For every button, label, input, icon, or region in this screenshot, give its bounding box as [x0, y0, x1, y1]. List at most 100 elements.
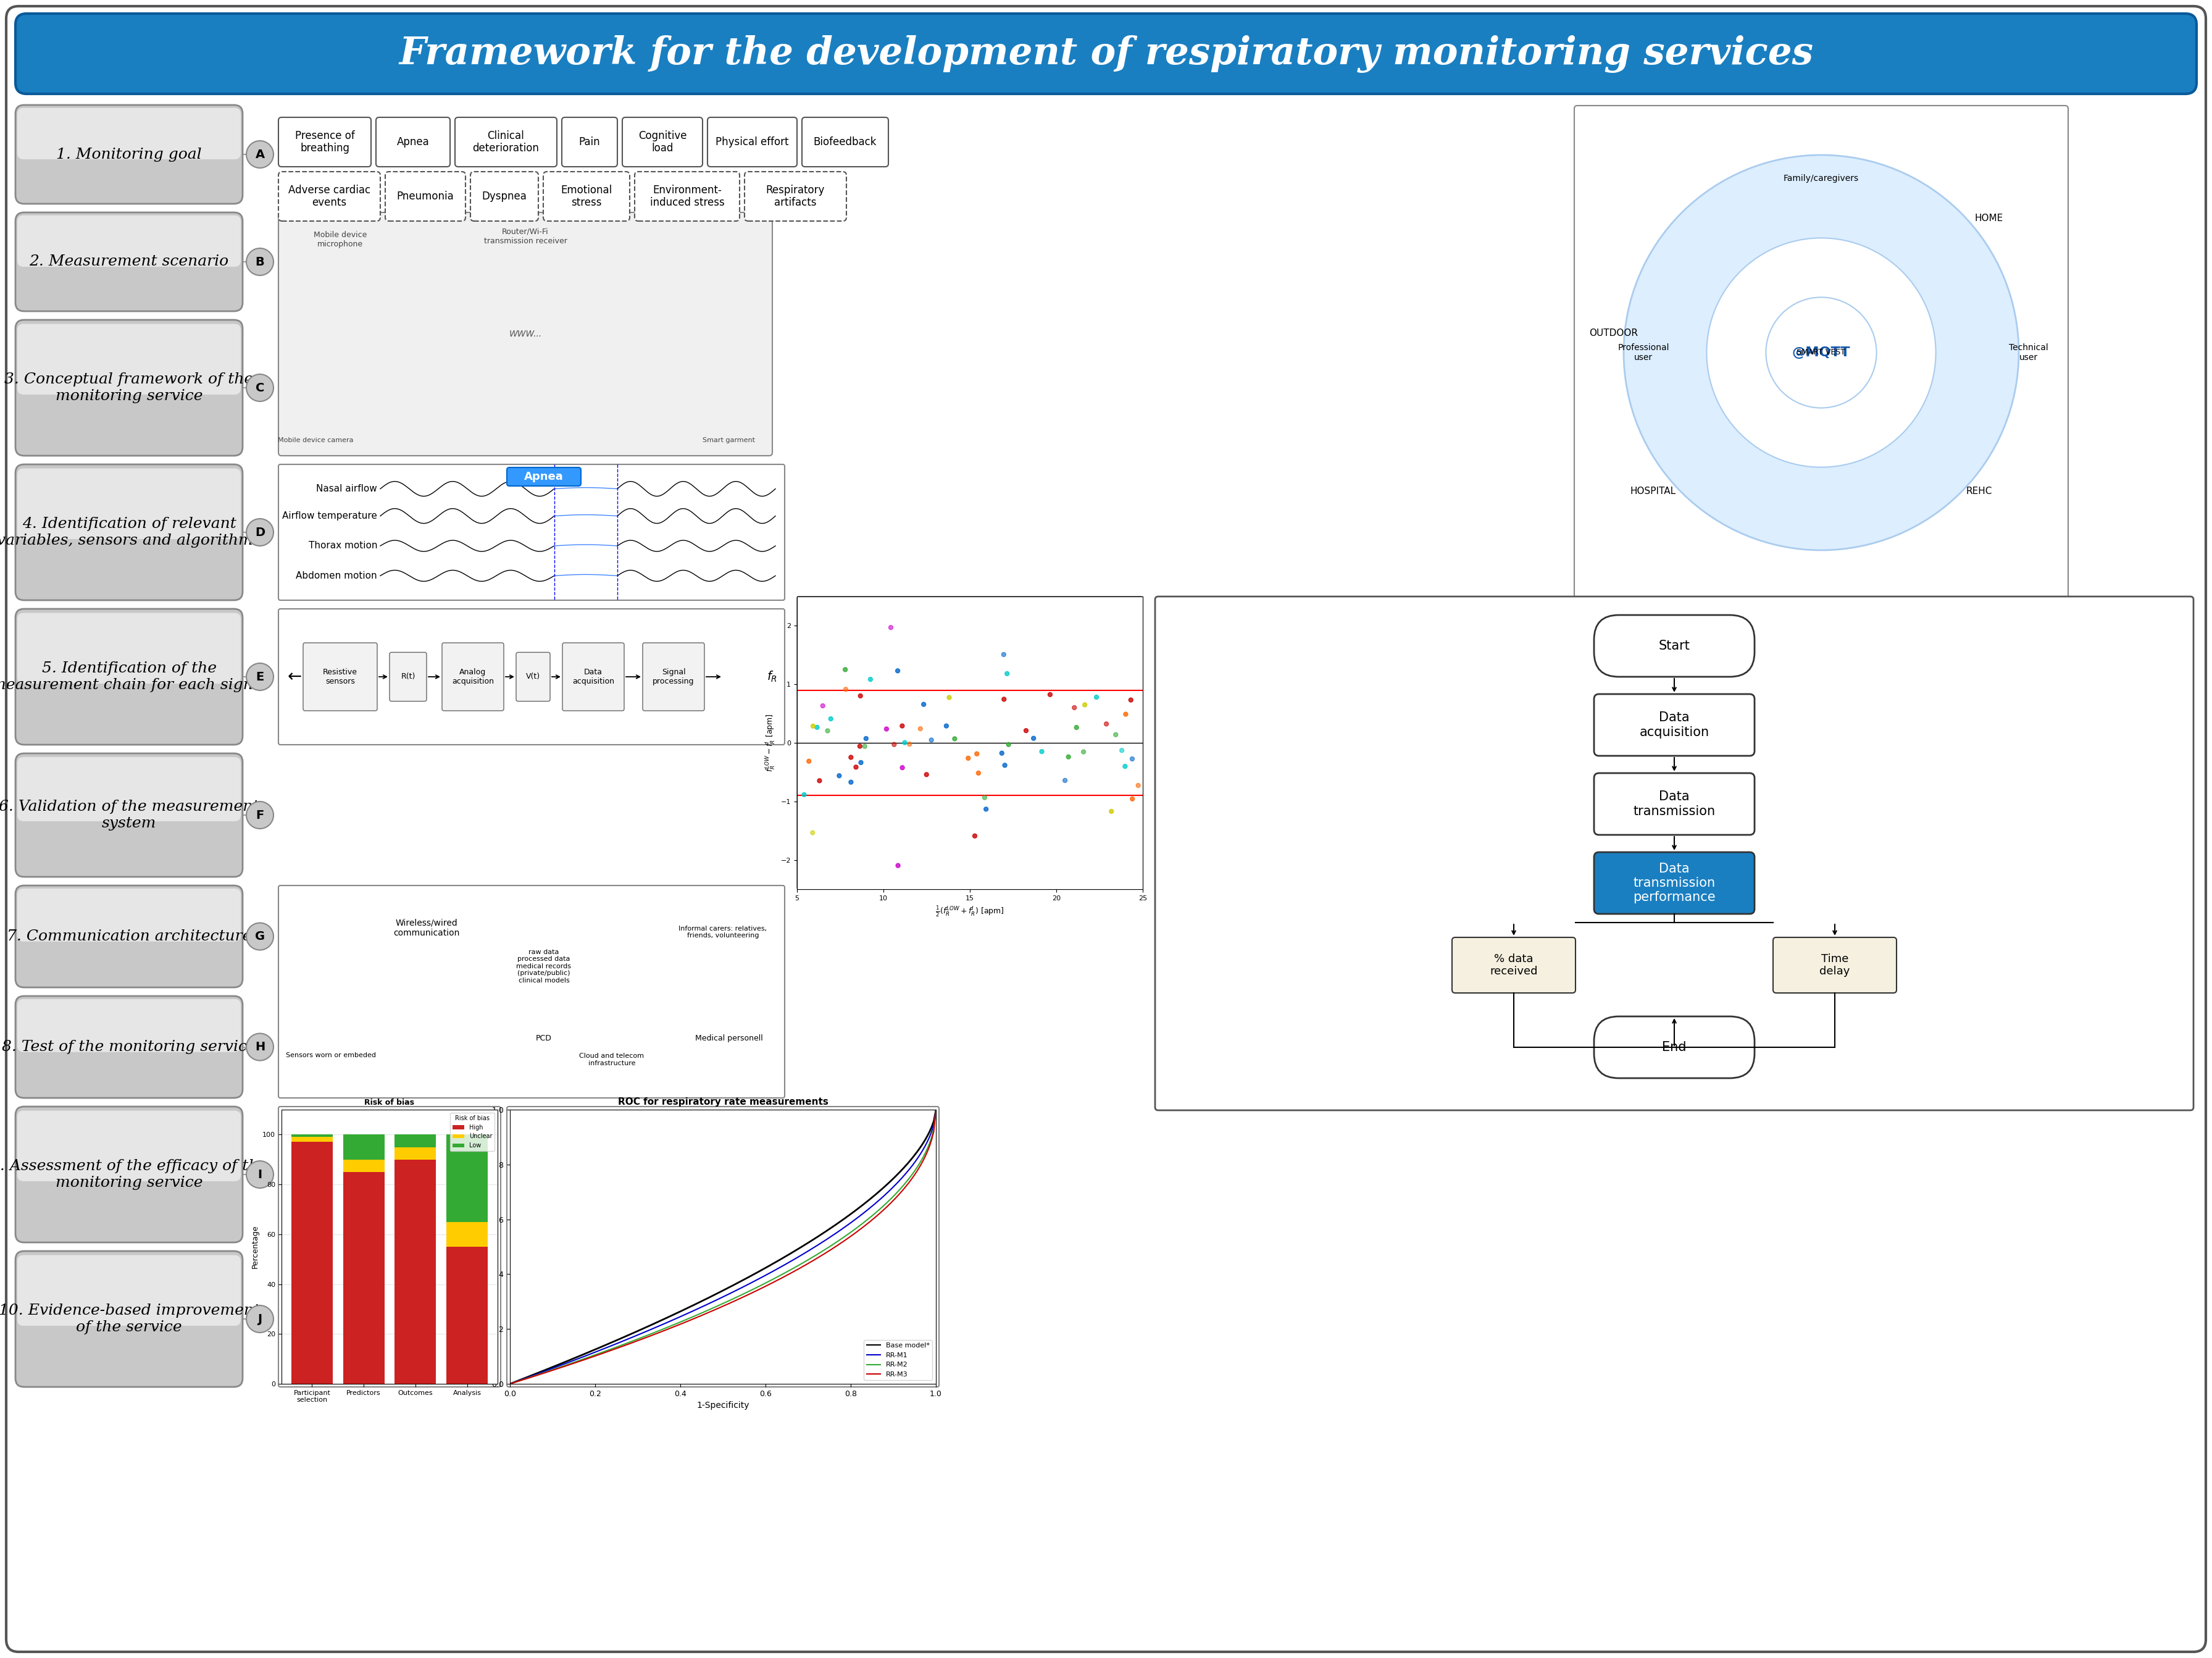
Point — [989, 660, 1024, 686]
Text: G: G — [254, 930, 265, 942]
FancyBboxPatch shape — [15, 104, 243, 204]
Text: Analog
acquisition: Analog acquisition — [451, 668, 493, 685]
RR-M3 — [922, 1099, 949, 1119]
Text: B: B — [254, 255, 265, 267]
FancyBboxPatch shape — [803, 118, 889, 167]
Point — [1113, 686, 1148, 713]
Point — [1051, 743, 1086, 769]
Point — [1108, 701, 1144, 728]
Point — [834, 744, 869, 771]
FancyBboxPatch shape — [15, 464, 243, 600]
Circle shape — [246, 375, 274, 401]
Point — [1115, 746, 1150, 773]
FancyBboxPatch shape — [18, 613, 241, 683]
Point — [987, 642, 1022, 668]
Point — [960, 759, 995, 786]
Bar — [394, 1159, 436, 1384]
FancyBboxPatch shape — [279, 885, 785, 1098]
Point — [787, 781, 823, 807]
Text: Respiratory
artifacts: Respiratory artifacts — [765, 184, 825, 209]
Point — [1088, 711, 1124, 738]
Text: Data
transmission: Data transmission — [1632, 791, 1714, 817]
FancyBboxPatch shape — [279, 118, 372, 167]
Base model* — [887, 1162, 914, 1182]
FancyBboxPatch shape — [15, 753, 243, 877]
FancyBboxPatch shape — [1595, 1016, 1754, 1078]
Point — [958, 822, 993, 849]
Point — [827, 657, 863, 683]
Text: @MQTT: @MQTT — [1792, 347, 1851, 358]
FancyBboxPatch shape — [562, 643, 624, 711]
Text: Biofeedback: Biofeedback — [814, 136, 876, 148]
Point — [929, 713, 964, 739]
Bar — [292, 1142, 332, 1384]
Text: I: I — [259, 1169, 261, 1180]
Point — [1121, 773, 1157, 799]
Text: PCD: PCD — [535, 1035, 551, 1043]
Text: ←: ← — [288, 668, 303, 685]
FancyBboxPatch shape — [18, 889, 241, 942]
Text: Informal carers: relatives,
friends, volunteering: Informal carers: relatives, friends, vol… — [679, 925, 768, 938]
FancyBboxPatch shape — [471, 172, 538, 221]
Text: 1. Monitoring goal: 1. Monitoring goal — [55, 148, 201, 161]
Point — [902, 716, 938, 743]
Text: Resistive
sensors: Resistive sensors — [323, 668, 358, 685]
FancyBboxPatch shape — [18, 1255, 241, 1326]
Point — [874, 613, 909, 640]
FancyBboxPatch shape — [515, 652, 551, 701]
Text: Signal
processing: Signal processing — [653, 668, 695, 685]
Base model* — [611, 1328, 637, 1348]
Point — [796, 713, 832, 739]
Text: 6. Validation of the measurement
system: 6. Validation of the measurement system — [0, 799, 259, 831]
RR-M3 — [513, 1368, 540, 1388]
FancyBboxPatch shape — [15, 1106, 243, 1242]
FancyBboxPatch shape — [303, 643, 378, 711]
Text: 8. Test of the monitoring service: 8. Test of the monitoring service — [2, 1040, 257, 1054]
FancyBboxPatch shape — [18, 108, 241, 159]
Text: Airflow temperature: Airflow temperature — [283, 511, 378, 521]
RR-M2 — [498, 1374, 524, 1394]
FancyBboxPatch shape — [18, 1111, 241, 1180]
RR-M1 — [611, 1331, 637, 1351]
RR-M2 — [900, 1161, 927, 1180]
Point — [843, 749, 878, 776]
Text: WWW...: WWW... — [509, 330, 542, 338]
Point — [907, 691, 942, 718]
Point — [843, 733, 878, 759]
Text: 7. Communication architecture: 7. Communication architecture — [7, 930, 252, 943]
FancyBboxPatch shape — [18, 323, 241, 395]
Legend: High, Unclear, Low: High, Unclear, Low — [449, 1113, 495, 1151]
Point — [1009, 718, 1044, 744]
FancyBboxPatch shape — [279, 608, 785, 744]
FancyBboxPatch shape — [385, 172, 465, 221]
FancyBboxPatch shape — [18, 1000, 241, 1053]
RR-M2 — [575, 1346, 602, 1366]
Line: RR-M2: RR-M2 — [511, 1109, 936, 1384]
FancyBboxPatch shape — [279, 212, 772, 456]
Text: Wireless/wired
communication: Wireless/wired communication — [394, 919, 460, 937]
Text: D: D — [254, 527, 265, 539]
Circle shape — [246, 1161, 274, 1189]
Bar — [447, 1247, 489, 1384]
FancyBboxPatch shape — [15, 1252, 243, 1386]
Circle shape — [246, 801, 274, 829]
Point — [1066, 691, 1102, 718]
Text: $f_R$: $f_R$ — [768, 670, 779, 683]
Point — [887, 730, 922, 756]
Point — [1033, 681, 1068, 708]
Text: End: End — [1661, 1041, 1686, 1053]
Text: Adverse cardiac
events: Adverse cardiac events — [288, 184, 369, 209]
Point — [843, 683, 878, 710]
RR-M1 — [900, 1152, 927, 1172]
Text: Router/Wi-Fi
transmission receiver: Router/Wi-Fi transmission receiver — [484, 227, 566, 245]
Text: H: H — [254, 1041, 265, 1053]
Text: HOSPITAL: HOSPITAL — [1630, 486, 1677, 496]
Point — [1015, 725, 1051, 751]
FancyBboxPatch shape — [15, 885, 243, 988]
Bar — [343, 1134, 385, 1159]
Text: Cloud and telecom
infrastructure: Cloud and telecom infrastructure — [580, 1053, 644, 1066]
RR-M3 — [498, 1374, 524, 1394]
Point — [969, 796, 1004, 822]
Point — [1046, 768, 1082, 794]
FancyBboxPatch shape — [1595, 852, 1754, 914]
